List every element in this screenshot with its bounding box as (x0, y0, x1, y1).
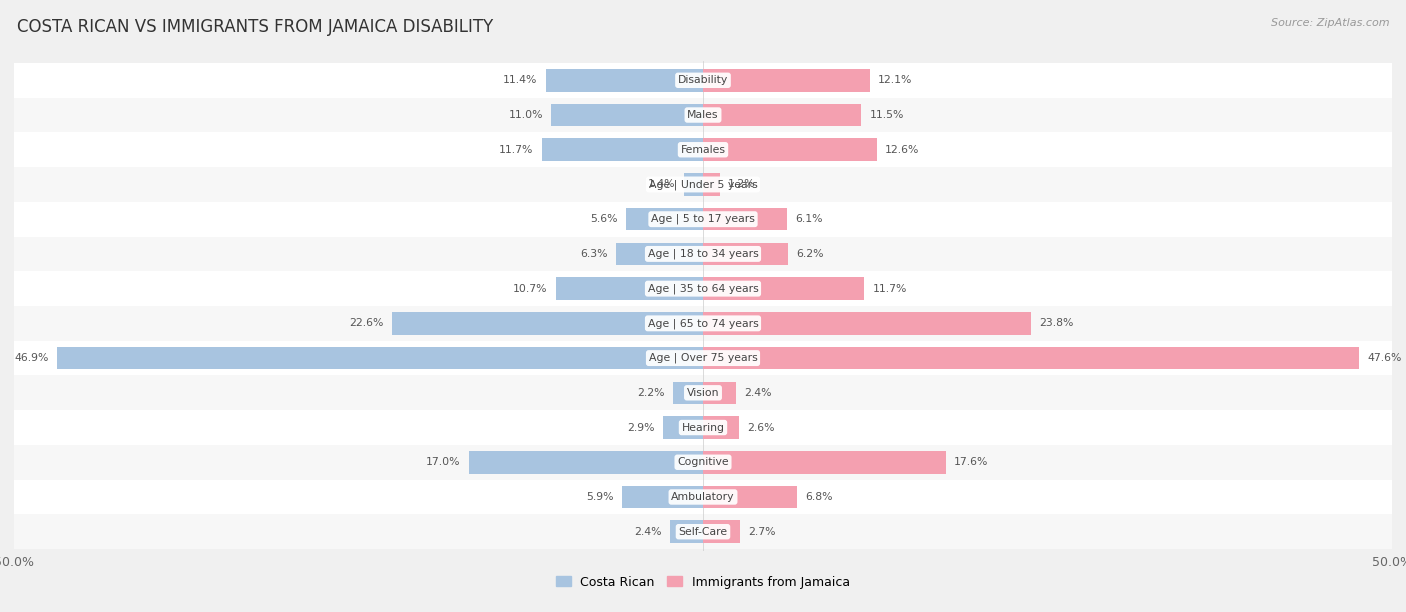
Legend: Costa Rican, Immigrants from Jamaica: Costa Rican, Immigrants from Jamaica (551, 570, 855, 594)
Text: 1.2%: 1.2% (728, 179, 755, 190)
Bar (541, 138, 703, 161)
Text: Males: Males (688, 110, 718, 120)
Bar (672, 381, 703, 404)
Bar (669, 520, 703, 543)
Text: Ambulatory: Ambulatory (671, 492, 735, 502)
Bar (703, 451, 945, 474)
Bar (703, 416, 738, 439)
Bar (14, 63, 1392, 98)
Bar (621, 486, 703, 508)
Text: 22.6%: 22.6% (349, 318, 384, 329)
Bar (14, 132, 1392, 167)
Bar (703, 486, 797, 508)
Bar (626, 208, 703, 231)
Text: Females: Females (681, 145, 725, 155)
Text: Age | Over 75 years: Age | Over 75 years (648, 353, 758, 364)
Text: 46.9%: 46.9% (14, 353, 48, 363)
Text: 2.4%: 2.4% (634, 527, 662, 537)
Text: 6.8%: 6.8% (806, 492, 832, 502)
Bar (616, 242, 703, 265)
Text: 5.9%: 5.9% (586, 492, 613, 502)
Bar (56, 347, 703, 370)
Text: 11.0%: 11.0% (509, 110, 543, 120)
Text: 2.4%: 2.4% (744, 388, 772, 398)
Bar (703, 138, 876, 161)
Bar (703, 381, 737, 404)
Text: 10.7%: 10.7% (513, 283, 547, 294)
Text: Age | 65 to 74 years: Age | 65 to 74 years (648, 318, 758, 329)
Text: 12.6%: 12.6% (884, 145, 920, 155)
Text: 12.1%: 12.1% (877, 75, 912, 85)
Text: Age | 5 to 17 years: Age | 5 to 17 years (651, 214, 755, 225)
Text: Age | 18 to 34 years: Age | 18 to 34 years (648, 248, 758, 259)
Text: 23.8%: 23.8% (1039, 318, 1074, 329)
Bar (14, 410, 1392, 445)
Bar (14, 167, 1392, 202)
Bar (546, 69, 703, 92)
Text: Vision: Vision (686, 388, 720, 398)
Text: 11.7%: 11.7% (873, 283, 907, 294)
Bar (555, 277, 703, 300)
Bar (551, 104, 703, 126)
Bar (703, 104, 862, 126)
Text: Disability: Disability (678, 75, 728, 85)
Text: 17.6%: 17.6% (953, 457, 988, 467)
Bar (14, 306, 1392, 341)
Text: COSTA RICAN VS IMMIGRANTS FROM JAMAICA DISABILITY: COSTA RICAN VS IMMIGRANTS FROM JAMAICA D… (17, 18, 494, 36)
Bar (664, 416, 703, 439)
Text: 2.2%: 2.2% (637, 388, 665, 398)
Bar (14, 445, 1392, 480)
Text: 2.7%: 2.7% (748, 527, 776, 537)
Bar (14, 98, 1392, 132)
Bar (14, 237, 1392, 271)
Text: Hearing: Hearing (682, 422, 724, 433)
Bar (703, 242, 789, 265)
Bar (703, 69, 870, 92)
Bar (392, 312, 703, 335)
Text: Self-Care: Self-Care (679, 527, 727, 537)
Bar (14, 271, 1392, 306)
Bar (703, 520, 740, 543)
Text: 17.0%: 17.0% (426, 457, 461, 467)
Text: 6.1%: 6.1% (796, 214, 823, 224)
Text: 11.7%: 11.7% (499, 145, 533, 155)
Bar (703, 173, 720, 196)
Bar (14, 202, 1392, 237)
Text: 11.4%: 11.4% (503, 75, 537, 85)
Text: 1.4%: 1.4% (648, 179, 675, 190)
Bar (14, 375, 1392, 410)
Text: Source: ZipAtlas.com: Source: ZipAtlas.com (1271, 18, 1389, 28)
Bar (703, 208, 787, 231)
Bar (703, 347, 1358, 370)
Text: 2.9%: 2.9% (627, 422, 655, 433)
Bar (14, 514, 1392, 549)
Text: 5.6%: 5.6% (591, 214, 617, 224)
Bar (14, 480, 1392, 514)
Text: 6.2%: 6.2% (797, 249, 824, 259)
Bar (14, 341, 1392, 375)
Text: Age | 35 to 64 years: Age | 35 to 64 years (648, 283, 758, 294)
Text: 47.6%: 47.6% (1367, 353, 1402, 363)
Text: 6.3%: 6.3% (581, 249, 607, 259)
Bar (703, 277, 865, 300)
Bar (683, 173, 703, 196)
Text: 2.6%: 2.6% (747, 422, 775, 433)
Bar (468, 451, 703, 474)
Bar (703, 312, 1031, 335)
Text: 11.5%: 11.5% (870, 110, 904, 120)
Text: Cognitive: Cognitive (678, 457, 728, 467)
Text: Age | Under 5 years: Age | Under 5 years (648, 179, 758, 190)
